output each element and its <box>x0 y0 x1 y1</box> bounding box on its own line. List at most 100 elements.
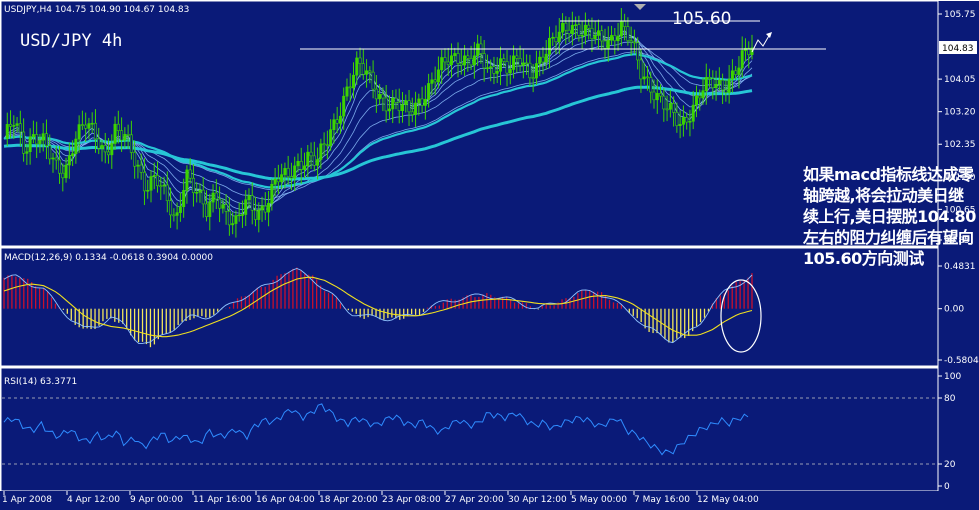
candle-body <box>580 34 584 37</box>
candle-body <box>365 70 369 75</box>
candle-body <box>296 160 300 167</box>
candle-body <box>224 204 228 212</box>
candle-body <box>133 152 137 167</box>
resistance-label: 105.60 <box>672 9 731 29</box>
candle-body <box>338 115 342 124</box>
macd-panel[interactable] <box>0 247 939 367</box>
candle-body <box>97 138 101 149</box>
candle-body <box>606 39 610 49</box>
candle-body <box>711 78 715 89</box>
price-tick-label: 101.50 <box>944 173 976 183</box>
candle-body <box>747 47 751 55</box>
candle-body <box>515 55 519 59</box>
candle-body <box>348 86 352 89</box>
candle-body <box>64 164 68 179</box>
candle-body <box>25 151 29 154</box>
candle-body <box>182 190 186 208</box>
candle-body <box>547 37 551 55</box>
candle-body <box>701 90 705 99</box>
time-tick-label: 4 Apr 12:00 <box>67 495 120 505</box>
candle-body <box>433 79 437 83</box>
candle-body <box>51 157 55 160</box>
time-tick-label: 30 Apr 12:00 <box>508 495 567 505</box>
candle-body <box>149 176 153 191</box>
candle-body <box>632 41 636 44</box>
candle-body <box>561 22 565 33</box>
candle-body <box>208 201 212 217</box>
time-tick-label: 12 May 04:00 <box>697 495 759 505</box>
ema-long-line <box>3 53 753 189</box>
candle-body <box>103 145 107 153</box>
candle-body <box>740 50 744 69</box>
candle-body <box>110 143 114 156</box>
candle-body <box>525 62 529 65</box>
candle-body <box>639 59 643 80</box>
candle-body <box>286 168 290 177</box>
candle-body <box>165 184 169 202</box>
candle-body <box>185 169 189 191</box>
candle-body <box>453 53 457 57</box>
candle-body <box>35 134 39 145</box>
time-tick-label: 16 Apr 04:00 <box>256 495 315 505</box>
candle-body <box>175 212 179 216</box>
candle-body <box>727 78 731 93</box>
time-tick-label: 23 Apr 08:00 <box>382 495 441 505</box>
candle-body <box>116 123 120 131</box>
candle-body <box>244 199 248 215</box>
candle-body <box>156 175 160 187</box>
candle-body <box>508 69 512 74</box>
candle-body <box>704 77 708 91</box>
candle-body <box>44 133 48 147</box>
candle-body <box>254 209 258 220</box>
macd-tick-label: 0.4831 <box>944 262 976 272</box>
candle-body <box>227 211 231 226</box>
candle-body <box>662 95 666 110</box>
candle-body <box>698 95 702 99</box>
candle-body <box>142 171 146 192</box>
candle-body <box>397 102 401 111</box>
candle-body <box>31 134 35 138</box>
candle-body <box>139 164 143 173</box>
candle-body <box>482 53 486 69</box>
rsi-tick-label: 20 <box>944 460 956 470</box>
candle-body <box>724 89 728 93</box>
rsi-panel[interactable] <box>0 367 939 492</box>
price-panel[interactable] <box>0 0 939 247</box>
candle-body <box>178 206 182 213</box>
candle-body <box>270 183 274 204</box>
candle-body <box>492 66 496 74</box>
candle-body <box>570 25 574 34</box>
time-scale[interactable] <box>0 491 979 510</box>
candle-body <box>600 30 604 42</box>
candle-body <box>717 79 721 85</box>
candle-body <box>649 77 653 93</box>
candle-body <box>100 145 104 149</box>
candle-body <box>342 95 346 117</box>
price-scale[interactable] <box>938 1 979 491</box>
rsi-series <box>2 397 937 465</box>
candle-body <box>280 174 284 183</box>
candle-body <box>368 70 372 73</box>
candle-body <box>201 189 205 205</box>
candle-body <box>129 134 133 153</box>
candle-body <box>436 69 440 83</box>
candle-body <box>551 36 555 39</box>
candle-body <box>528 62 532 79</box>
candle-body <box>443 57 447 63</box>
candle-body <box>567 29 571 34</box>
candle-body <box>387 108 391 112</box>
candle-body <box>361 63 365 75</box>
candle-body <box>87 123 91 129</box>
candle-body <box>642 76 646 80</box>
macd-tick-label: -0.5804 <box>944 356 979 366</box>
current-price-tag <box>939 41 977 54</box>
candle-body <box>325 144 329 147</box>
rsi-tick-label: 80 <box>944 394 956 404</box>
candle-body <box>619 21 623 37</box>
candle-body <box>332 119 336 130</box>
candle-body <box>48 145 52 160</box>
candle-body <box>613 35 617 42</box>
candle-body <box>15 123 19 126</box>
